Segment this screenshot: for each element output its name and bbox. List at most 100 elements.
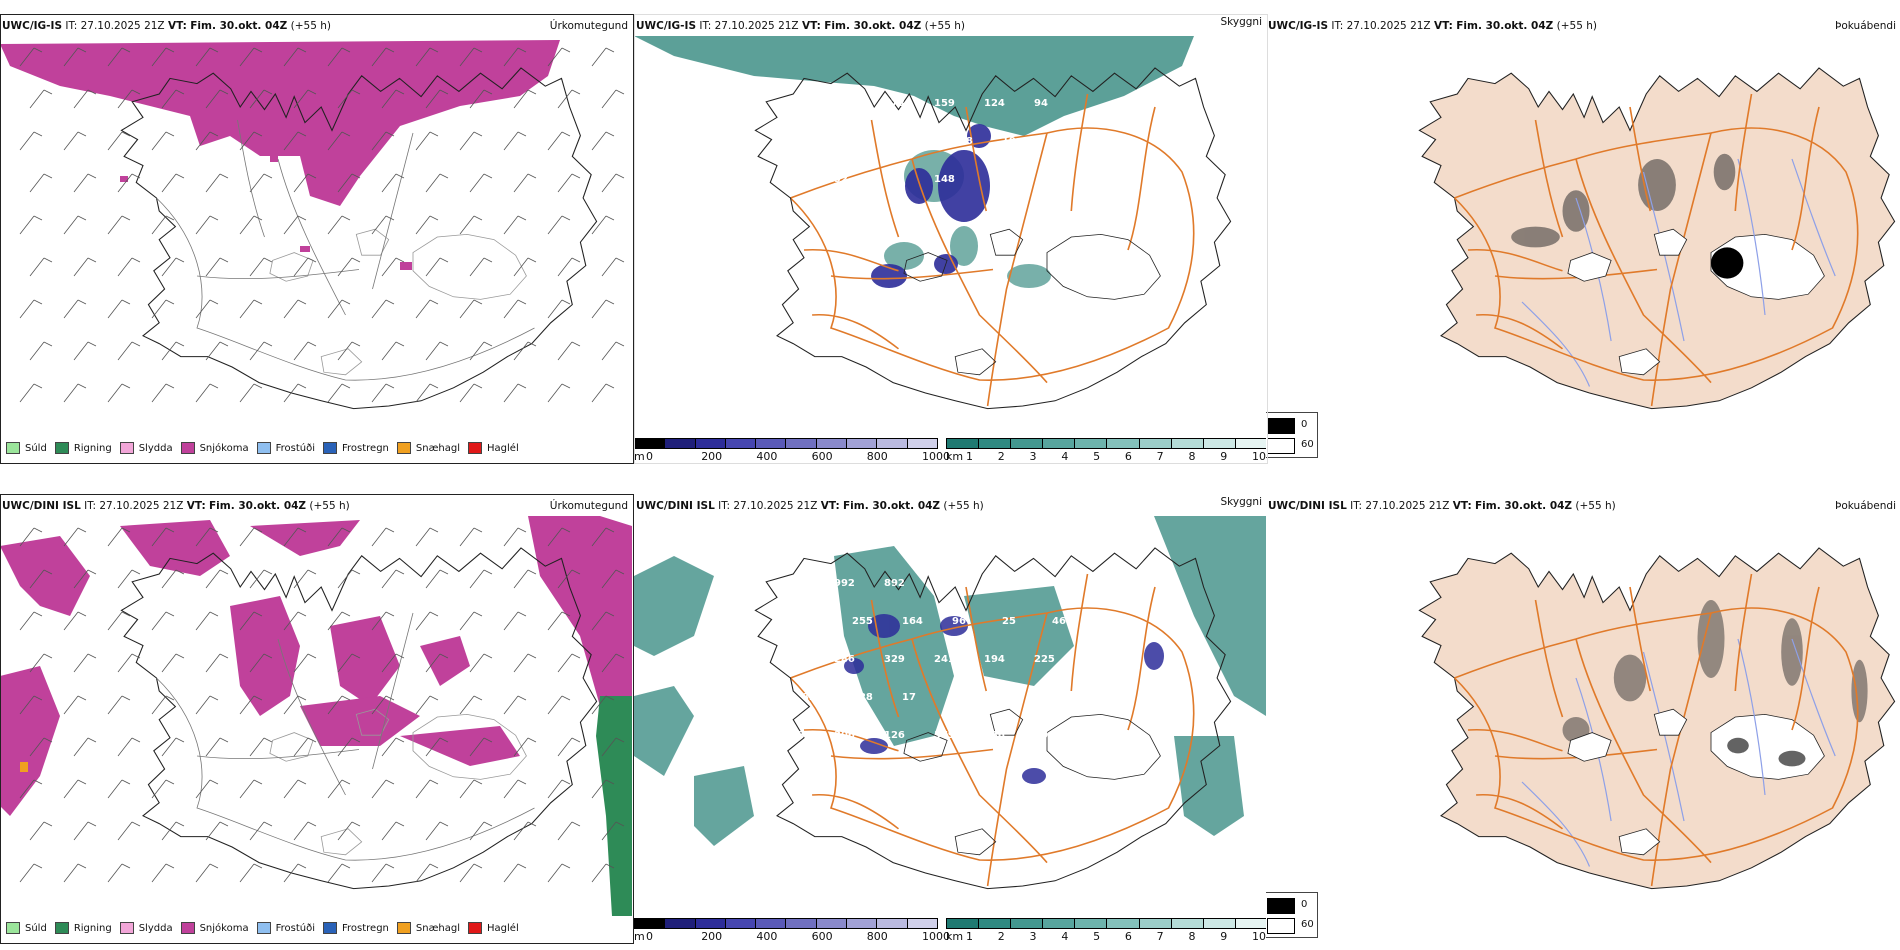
ceiling-value-label: 889 [984,578,1005,589]
wind-barb [73,653,97,673]
wind-barb [239,695,263,715]
wind-barb [19,611,43,631]
colorbar-segment [1043,919,1076,928]
precip-legend-item: Frostregn [323,922,389,934]
ceiling-value-label: 194 [984,654,1005,665]
vt-label: VT: [1433,20,1453,32]
legend-swatch [180,442,195,454]
wind-barb [249,821,273,841]
wind-barb [107,695,131,715]
ceiling-value-label: 15 [784,654,798,665]
legend-swatch [119,922,134,934]
wind-barb [19,215,43,235]
wind-barb [327,863,351,883]
vt-value: Fim. 30.okt. 04Z [843,500,941,512]
wind-barb [327,47,351,67]
ceiling-value-label: 17 [902,692,916,703]
wind-barb [283,47,307,67]
legend-swatch [323,922,337,934]
model-name: UWC/IG-IS [1268,20,1329,32]
legend-label: Súld [25,922,47,934]
precip-legend-item: Frostúði [256,442,315,454]
wind-barb [249,569,273,589]
wind-barb [195,299,219,319]
wind-barb [503,863,527,883]
vt-label: VT: [820,500,840,512]
wind-barb [293,653,317,673]
wind-barb [337,341,361,361]
ceiling-labels: 994 334 173 159 124 94 761 206 173 148 19 96 98 92 82 1… [784,98,1066,185]
precip-legend-item: Snjókoma [180,922,249,934]
legend-label: Rigning [73,442,112,454]
wind-barb [249,173,273,193]
wind-barb [381,89,405,109]
colorbar-segment [786,919,817,928]
precip-legend-item: Haglél [468,922,519,934]
wind-barb [29,737,53,757]
fog-legend-swatch-light [1267,918,1295,934]
precip-legend-item: Rigning [54,442,112,454]
panel-header: UWC/DINI ISL IT: 27.10.2025 21Z VT: Fim.… [636,500,984,512]
model-name: UWC/IG-IS [2,20,63,32]
wind-barb [547,695,571,715]
wind-barb [19,695,43,715]
colorbar-tick: 1000 [922,930,950,942]
wind-barb [459,383,483,403]
wind-barb [371,215,395,235]
legend-swatch [6,442,20,454]
wind-barb [591,215,615,235]
wind-barb [195,863,219,883]
legend-label: Frostregn [342,922,389,934]
precip-legend-item: Frostúði [256,922,315,934]
wind-barb [469,653,493,673]
vt-value: Fim. 30.okt. 04Z [824,20,922,32]
wind-barb [557,737,581,757]
fog-legend-min: 0 [1301,899,1308,910]
wind-barb [371,695,395,715]
precip-map [0,516,632,916]
wind-barb [107,299,131,319]
wind-barb [293,737,317,757]
wind-barb [63,131,87,151]
wind-barb [161,737,185,757]
wind-barb [415,215,439,235]
legend-label: Frostúði [275,442,315,454]
wind-barb [63,779,87,799]
fog-legend-swatch-light [1267,438,1295,454]
wind-barb [327,779,351,799]
wind-barb [161,569,185,589]
wind-barb [293,569,317,589]
wind-barb [459,527,483,547]
wind-barbs [19,47,625,403]
visibility-map: 224 992 892 88 889 371 564 255 164 96 25 465 15 286 32… [634,516,1266,890]
colorbar-segment [1075,439,1108,448]
precip-legend-item: Snæhagl [396,922,460,934]
ceiling-value-label: 82 [884,174,898,185]
ceiling-value-label: 253 [784,730,805,741]
wind-barb [161,173,185,193]
colorbar-tick: 0 [646,930,653,942]
wind-barb [337,89,361,109]
ceiling-value-label: 206 [852,136,873,147]
legend-swatch [396,442,411,454]
wind-barb [469,173,493,193]
low-visibility-area [634,36,1194,136]
ceiling-value-label: 88 [934,578,948,589]
fog-legend-max: 60 [1301,919,1314,930]
wind-barb [195,131,219,151]
wind-barb [195,611,219,631]
colorbar-tick: 6 [1124,450,1132,462]
wind-barb [371,611,395,631]
ceiling-value-label: 82 [802,692,816,703]
wind-barb [29,257,53,277]
it-value: 27.10.2025 21Z [1365,500,1450,512]
wind-barb [151,299,175,319]
colorbar-tick: 7 [1156,450,1164,462]
wind-barb [239,779,263,799]
legend-label: Frostúði [275,922,315,934]
wind-barb [503,383,527,403]
wind-barb [381,341,405,361]
colorbar-segment [1107,919,1140,928]
wind-barb [601,89,625,109]
colorbar-tick: 800 [866,450,888,462]
